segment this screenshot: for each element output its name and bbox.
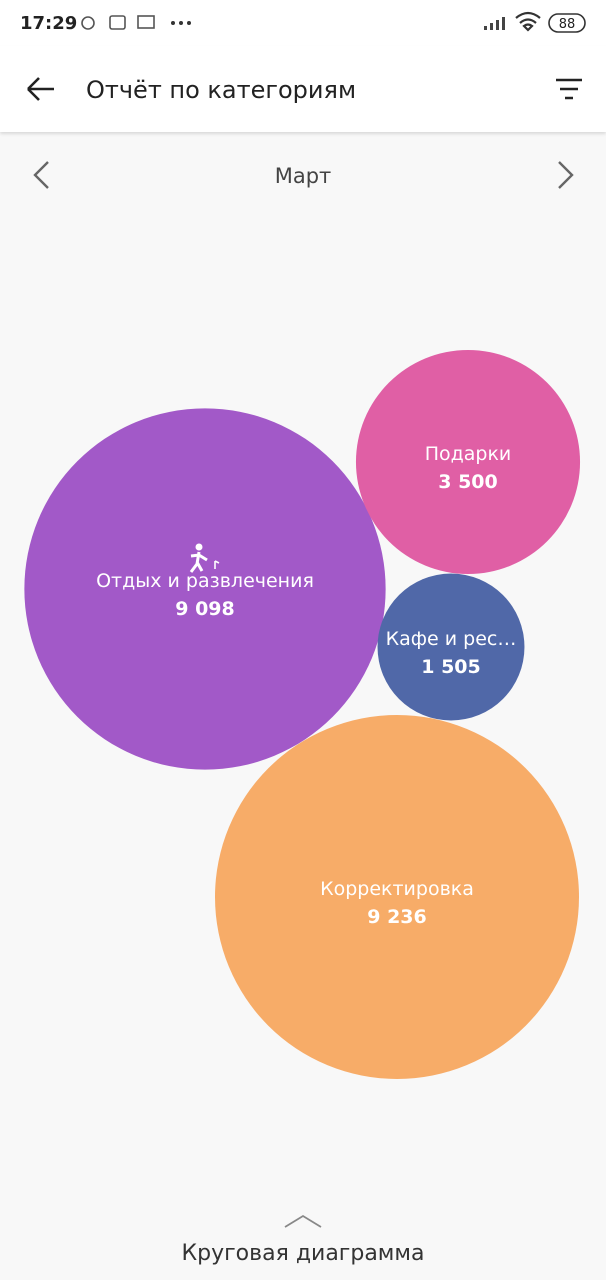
footer-label[interactable]: Круговая диаграмма: [182, 1241, 425, 1266]
bubble[interactable]: [215, 715, 579, 1079]
back-button[interactable]: [27, 77, 54, 101]
next-month[interactable]: [558, 161, 574, 189]
bubble-label: Кафе и рес…: [386, 628, 517, 650]
bubble-value: 9 236: [367, 906, 427, 928]
filter-button[interactable]: [556, 78, 582, 100]
title: Отчёт по категориям: [86, 76, 356, 104]
bubble-chart: Отдых и развлечения 9 098 Подарки 3 500 Кафе…: [24, 349, 581, 1079]
bubble-value: 9 098: [175, 598, 235, 620]
icon: [81, 16, 95, 30]
signal: [484, 17, 505, 30]
category-icon: [214, 560, 220, 569]
bubble-label: Корректировка: [320, 878, 474, 900]
bubble[interactable]: [377, 573, 525, 721]
bubble-value: 3 500: [438, 471, 498, 493]
prev-month[interactable]: [33, 161, 49, 189]
time: 17:29: [20, 13, 77, 34]
battery: 88: [559, 17, 576, 32]
category-icon: [195, 543, 203, 551]
bubble-value: 1 505: [421, 656, 481, 678]
bubble[interactable]: [355, 349, 581, 575]
bubble[interactable]: [24, 408, 386, 770]
expand-arrow[interactable]: [284, 1214, 322, 1228]
category-icon: [189, 551, 208, 573]
icon: [137, 15, 155, 29]
icon: [109, 15, 126, 30]
bubble-label: Отдых и развлечения: [96, 570, 314, 592]
dot: [171, 21, 175, 25]
wifi: [515, 11, 541, 32]
dot: [187, 21, 191, 25]
dot: [179, 21, 183, 25]
status-bar: 17:29 88: [0, 0, 606, 46]
bubble-label: Подарки: [425, 443, 512, 465]
app-bar: Отчёт по категориям: [0, 46, 606, 132]
month: Март: [275, 164, 332, 188]
status-svg: 17:29 88: [20, 11, 586, 34]
content: Март Отдых и развлечения 9 098 Подарки 3 50…: [24, 161, 581, 1266]
app-bar-svg: Отчёт по категориям: [27, 76, 582, 104]
battery-frame: [548, 13, 586, 33]
